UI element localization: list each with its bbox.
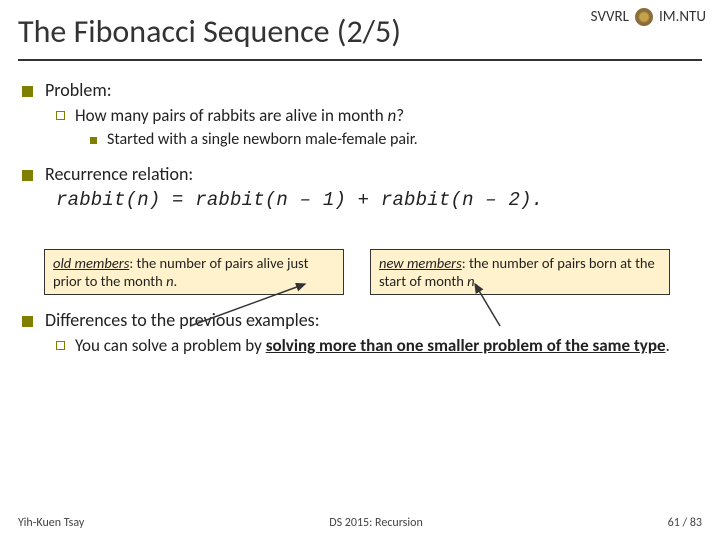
footer-page: 61 / 83 <box>668 516 702 530</box>
diff-label: Differences to the previous examples: <box>45 309 320 331</box>
square-small-icon <box>90 137 97 144</box>
new-tail: . <box>475 272 479 290</box>
new-var: n <box>467 272 474 290</box>
recurrence-label: Recurrence relation: <box>45 163 193 185</box>
old-var: n <box>166 272 173 290</box>
diff-pre: You can solve a problem by <box>75 335 266 356</box>
slide-content: Problem: How many pairs of rabbits are a… <box>0 61 720 356</box>
footer-course: DS 2015: Recursion <box>329 516 423 530</box>
bullet-problem-q1: How many pairs of rabbits are alive in m… <box>56 105 698 126</box>
diff-under: solving more than one smaller problem of… <box>266 335 666 356</box>
square-bullet-icon <box>22 86 33 97</box>
problem-label: Problem: <box>45 79 112 101</box>
square-bullet-icon <box>22 170 33 181</box>
diff-q1-text: You can solve a problem by solving more … <box>75 335 670 356</box>
new-title: new members <box>379 254 462 272</box>
org-right: IM.NTU <box>659 8 706 26</box>
diff-post: . <box>666 335 670 356</box>
bullet-problem: Problem: <box>22 79 698 101</box>
q1-var: n <box>388 105 397 126</box>
square-outline-icon <box>56 341 65 350</box>
note-boxes: old members: the number of pairs alive j… <box>44 249 698 295</box>
square-outline-icon <box>56 111 65 120</box>
problem-sub-text: Started with a single newborn male-femal… <box>107 130 418 149</box>
q1-tail: ? <box>396 105 404 126</box>
recurrence-code: rabbit(n) = rabbit(n – 1) + rabbit(n – 2… <box>56 189 698 211</box>
bullet-problem-sub: Started with a single newborn male-femal… <box>90 130 698 149</box>
bullet-diff-q1: You can solve a problem by solving more … <box>56 335 698 356</box>
note-old-members: old members: the number of pairs alive j… <box>44 249 344 295</box>
old-title: old members <box>53 254 129 272</box>
org-left: SVVRL <box>591 8 629 26</box>
header-affiliation: SVVRL IM.NTU <box>591 8 706 26</box>
ntu-logo-icon <box>635 8 653 26</box>
footer-author: Yih-Kuen Tsay <box>18 516 84 530</box>
q1-pre: How many pairs of rabbits are alive in m… <box>75 105 388 126</box>
square-bullet-icon <box>22 316 33 327</box>
bullet-recurrence: Recurrence relation: <box>22 163 698 185</box>
old-tail: . <box>174 272 178 290</box>
problem-q1-text: How many pairs of rabbits are alive in m… <box>75 105 404 126</box>
slide-footer: Yih-Kuen Tsay DS 2015: Recursion 61 / 83 <box>0 516 720 530</box>
bullet-differences: Differences to the previous examples: <box>22 309 698 331</box>
note-new-members: new members: the number of pairs born at… <box>370 249 670 295</box>
